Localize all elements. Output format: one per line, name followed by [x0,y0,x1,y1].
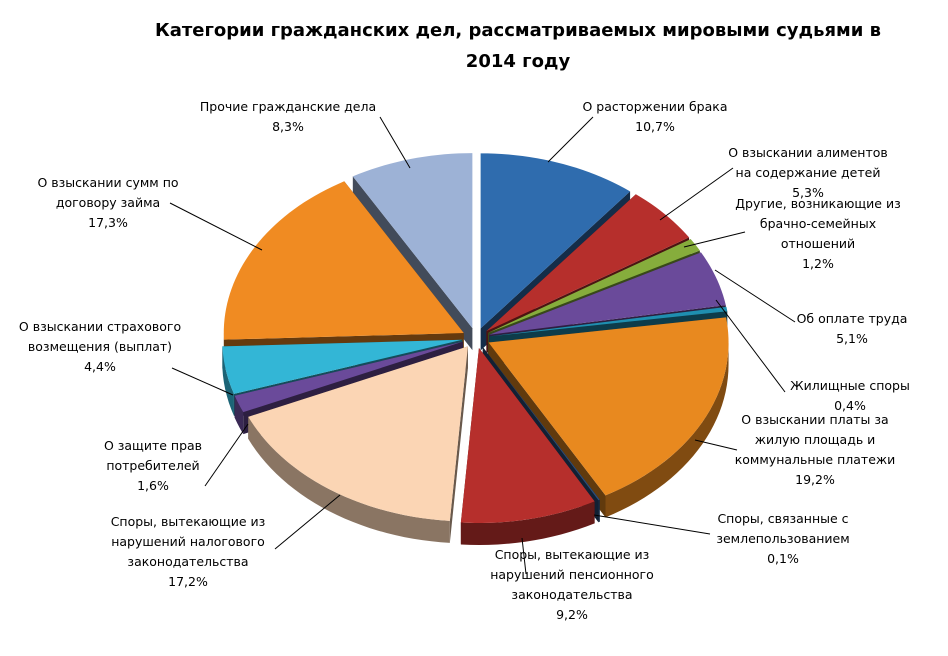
slice-label-11-line-2: возмещения (выплат) [28,339,172,354]
slice-label-6-line-1: О взыскании платы за [741,412,888,427]
pie-slice-9 [248,346,468,543]
chart-title-line-1: Категории гражданских дел, рассматриваем… [155,20,881,41]
leader-line-9 [274,494,341,550]
slice-label-11-line-1: О взыскании страхового [19,319,181,334]
slice-label-7: Споры, связанные с землепользованием 0,1% [716,511,849,566]
leader-lines [169,116,796,575]
slice-label-3-line-2: брачно-семейных [760,216,876,231]
slice-label-2: О взыскании алиментов на содержание детей… [728,145,888,200]
slice-label-5-line-2: 0,4% [834,398,866,413]
slice-label-1-line-1: О расторжении брака [582,99,727,114]
slice-label-9-line-1: Споры, вытекающие из [111,514,266,529]
slice-label-13-line-1: Прочие гражданские дела [200,99,376,114]
leader-line-6 [694,439,738,451]
pie-slice-8 [460,347,595,545]
slice-label-10: О защите прав потребителей 1,6% [104,438,202,493]
chart-title-line-2: 2014 году [466,51,571,72]
slice-label-9-line-3: законодательства [127,554,248,569]
slice-label-4: Об оплате труда 5,1% [797,311,908,346]
slice-label-8: Споры, вытекающие из нарушений пенсионног… [490,547,654,622]
slice-label-7-line-3: 0,1% [767,551,799,566]
leader-line-4 [714,269,796,323]
slice-label-11-line-3: 4,4% [84,359,116,374]
slice-label-5: Жилищные споры 0,4% [790,378,910,413]
leader-line-3 [683,231,746,248]
leader-line-13 [379,116,411,169]
slice-label-6: О взыскании платы за жилую площадь и комму… [735,412,896,487]
leader-line-12 [169,202,263,251]
slice-label-6-line-3: коммунальные платежи [735,452,896,467]
slice-label-12-line-3: 17,3% [88,215,128,230]
slice-label-3-line-3: отношений [781,236,855,251]
slice-label-2-line-2: на содержание детей [736,165,881,180]
slice-label-1: О расторжении брака 10,7% [582,99,727,134]
leader-line-10 [204,423,249,487]
leader-line-2 [659,167,734,221]
slice-labels: О расторжении брака 10,7% О взыскании алим… [19,99,910,622]
slice-label-12: О взыскании сумм по договору займа 17,3% [37,175,178,230]
slice-label-12-line-1: О взыскании сумм по [37,175,178,190]
slice-label-10-line-3: 1,6% [137,478,169,493]
slice-label-13: Прочие гражданские дела 8,3% [200,99,376,134]
slice-label-5-line-1: Жилищные споры [790,378,910,393]
slice-label-7-line-2: землепользованием [716,531,849,546]
slice-label-10-line-1: О защите прав [104,438,202,453]
slice-label-1-line-2: 10,7% [635,119,675,134]
slice-label-9-line-4: 17,2% [168,574,208,589]
slice-label-8-line-4: 9,2% [556,607,588,622]
slice-label-8-line-2: нарушений пенсионного [490,567,654,582]
slice-label-6-line-4: 19,2% [795,472,835,487]
slice-label-9-line-2: нарушений налогового [111,534,265,549]
slice-label-4-line-2: 5,1% [836,331,868,346]
slice-label-7-line-1: Споры, связанные с [717,511,848,526]
slice-label-2-line-1: О взыскании алиментов [728,145,888,160]
slice-label-2-line-3: 5,3% [792,185,824,200]
leader-line-1 [547,116,594,163]
leader-line-8 [521,537,527,575]
leader-line-7 [593,514,711,535]
slice-label-3: Другие, возникающие из брачно-семейных отн… [735,196,900,271]
slice-label-3-line-4: 1,2% [802,256,834,271]
slice-label-9: Споры, вытекающие из нарушений налогового… [111,514,266,589]
slice-label-3-line-1: Другие, возникающие из [735,196,900,211]
slice-label-10-line-2: потребителей [106,458,199,473]
leader-line-5 [715,299,786,393]
slice-label-8-line-1: Споры, вытекающие из [495,547,650,562]
slice-label-12-line-2: договору займа [56,195,160,210]
slice-label-13-line-2: 8,3% [272,119,304,134]
pie-slices [222,153,729,545]
slice-label-11: О взыскании страхового возмещения (выплат… [19,319,181,374]
slice-label-4-line-1: Об оплате труда [797,311,908,326]
leader-line-11 [171,367,234,396]
slice-label-8-line-3: законодательства [511,587,632,602]
slice-label-6-line-2: жилую площадь и [755,432,876,447]
